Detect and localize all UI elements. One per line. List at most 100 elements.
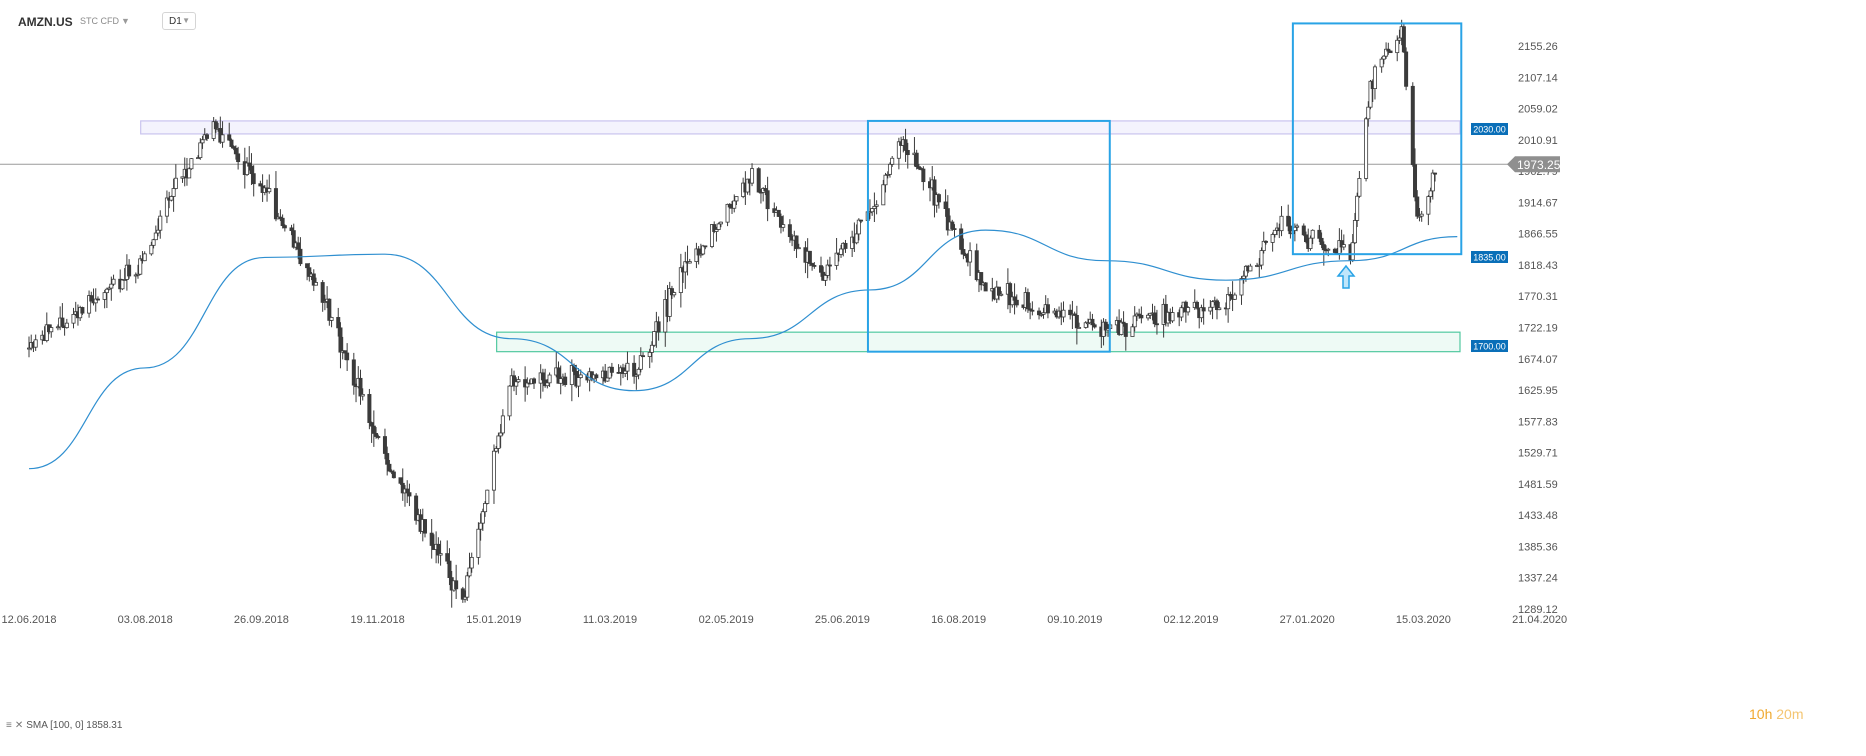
candle <box>233 145 238 160</box>
candle <box>1428 187 1433 203</box>
candle <box>156 218 161 237</box>
candle-body <box>498 432 503 437</box>
candle <box>267 174 272 194</box>
x-tick-label: 19.11.2018 <box>350 614 404 626</box>
candle-body <box>781 224 786 228</box>
candle <box>959 223 964 255</box>
candle <box>298 237 303 267</box>
candle <box>1232 292 1237 300</box>
price-labels: 2030.00 1835.00 1700.00 1973.25 <box>1471 123 1561 352</box>
candle <box>1041 307 1046 319</box>
level-label-bg <box>1471 340 1508 352</box>
candle-body <box>211 121 216 139</box>
candle-body <box>859 219 864 222</box>
candle-body <box>687 261 692 264</box>
candle-body <box>149 244 154 255</box>
candle-body <box>247 162 252 167</box>
candle <box>1381 55 1386 65</box>
candle-body <box>936 194 941 203</box>
instrument-type: STC CFD <box>80 16 119 26</box>
candle-body <box>903 139 908 151</box>
candle-body <box>968 250 973 263</box>
candle <box>516 376 521 383</box>
level-label: 2030.00 <box>1471 123 1508 135</box>
menu-icon[interactable]: ≡ <box>6 720 12 731</box>
candle-body <box>391 471 396 479</box>
y-tick-label: 1674.07 <box>1518 354 1558 366</box>
candle-body <box>881 184 886 206</box>
candle <box>772 202 777 217</box>
candle-body <box>26 347 31 350</box>
candle-body <box>1228 294 1233 297</box>
candle-body <box>1092 324 1097 328</box>
candle <box>687 258 692 264</box>
candle <box>1028 302 1033 320</box>
candle <box>1083 321 1088 329</box>
candle-body <box>351 359 356 386</box>
candle <box>258 180 263 187</box>
candle <box>1410 82 1415 167</box>
candle <box>329 316 334 328</box>
candle-body <box>1039 313 1044 316</box>
candle-body <box>698 253 703 256</box>
symbol-name[interactable]: AMZN.US <box>18 15 73 29</box>
candle-body <box>1152 312 1157 325</box>
candle <box>1201 298 1206 325</box>
candle-body <box>138 258 143 275</box>
x-axis[interactable]: 12.06.2018 03.08.2018 26.09.2018 19.11.2018… <box>1 614 1567 626</box>
y-tick-label: 1722.19 <box>1518 323 1558 335</box>
candle-body <box>496 435 501 449</box>
candle <box>1014 294 1019 308</box>
last-price-tag-bg <box>1507 156 1560 173</box>
candle-body <box>445 553 450 562</box>
candle-body <box>1386 48 1391 52</box>
candle <box>358 369 363 405</box>
candle-body <box>478 522 483 530</box>
candle <box>1228 291 1233 301</box>
candle <box>716 222 721 231</box>
candle <box>1357 171 1362 198</box>
candle-body <box>932 179 937 206</box>
x-tick-label: 02.05.2019 <box>699 614 754 626</box>
timeframe-select[interactable]: D1 ▼ <box>162 12 196 30</box>
candle <box>467 552 472 578</box>
candle <box>229 138 234 149</box>
candle <box>1037 307 1042 320</box>
candle-body <box>656 321 661 333</box>
candle-body <box>336 317 341 329</box>
candle <box>725 203 730 227</box>
candle-body <box>525 382 530 388</box>
candle-body <box>810 263 815 266</box>
candle <box>605 377 610 382</box>
candle <box>1132 306 1137 332</box>
chevron-down-icon[interactable]: ▼ <box>121 16 130 26</box>
candle-body <box>1239 278 1244 296</box>
candle <box>1388 50 1393 54</box>
candle <box>558 365 563 395</box>
candle-body <box>1433 172 1438 175</box>
candle-body <box>1072 313 1077 316</box>
candle <box>1413 148 1418 202</box>
indicator-legend[interactable]: ≡ ✕ SMA [100, 0] 1858.31 <box>6 720 122 731</box>
candle-body <box>104 288 109 294</box>
candle <box>407 483 412 507</box>
candle <box>823 273 828 286</box>
y-tick-label: 1914.67 <box>1518 197 1558 209</box>
y-tick-label: 1577.83 <box>1518 416 1558 428</box>
candle <box>1295 223 1300 232</box>
zone-resistance <box>140 120 1461 135</box>
candle-body <box>825 264 830 276</box>
candle-body <box>638 355 643 370</box>
candle <box>80 306 85 315</box>
candle-body <box>765 190 770 210</box>
candle-body <box>745 178 750 193</box>
candle-body <box>632 362 637 377</box>
close-icon[interactable]: ✕ <box>14 720 24 731</box>
candle-body <box>367 394 372 423</box>
y-axis[interactable]: 2155.262107.142059.022010.911962.791914.… <box>1518 41 1558 616</box>
candle <box>476 522 481 565</box>
candle <box>996 286 1001 301</box>
candle-body <box>950 221 955 229</box>
candle-body <box>429 532 434 546</box>
